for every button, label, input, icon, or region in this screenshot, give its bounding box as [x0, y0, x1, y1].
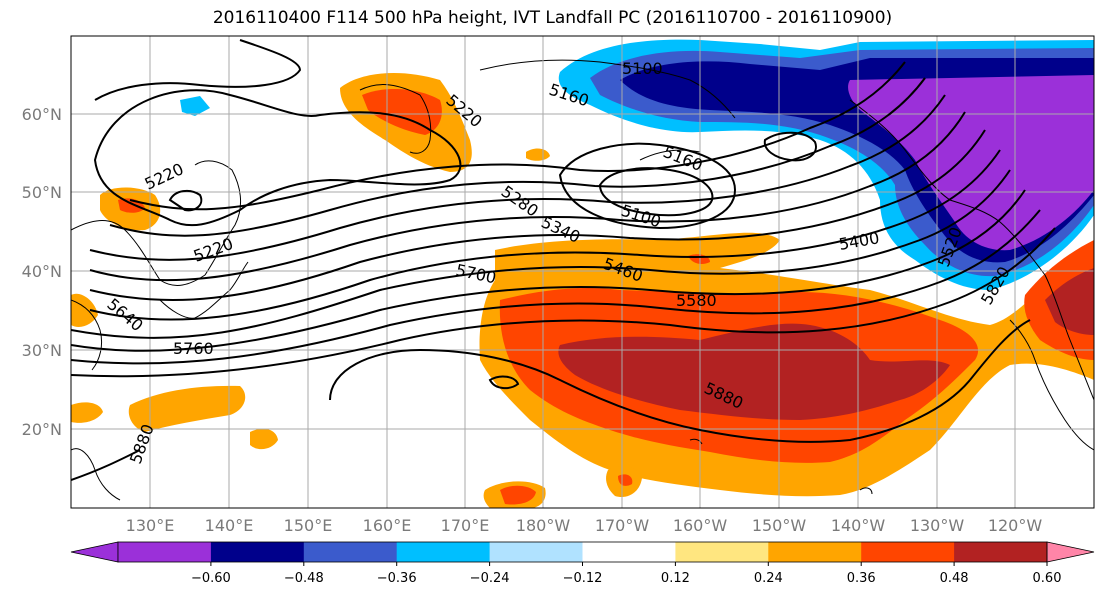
- colorbar-segment: [582, 542, 676, 562]
- lon-label: 150°W: [752, 516, 807, 535]
- colorbar-tick-label: 0.24: [754, 571, 783, 586]
- colorbar: −0.60 −0.48 −0.36 −0.24 −0.12 0.12 0.24 0.36 0.4…: [70, 541, 1095, 586]
- colorbar-tick-label: 0.36: [847, 571, 876, 586]
- colorbar-tick-label: −0.36: [377, 571, 417, 586]
- coastlines: [71, 59, 1094, 501]
- colorbar-extend-max: [1046, 541, 1095, 563]
- lat-label: 30°N: [22, 341, 62, 360]
- colorbar-tick-label: −0.48: [284, 571, 324, 586]
- map-frame: [70, 35, 1095, 509]
- colorbar-segment: [210, 542, 305, 562]
- map-title: 2016110400 F114 500 hPa height, IVT Land…: [212, 8, 893, 28]
- lon-label: 130°W: [910, 516, 965, 535]
- contour-label: 5760: [173, 339, 214, 358]
- colorbar-tick-label: −0.12: [563, 571, 603, 586]
- lat-label: 40°N: [22, 262, 62, 281]
- longitude-labels: 130°E 140°E 150°E 160°E 170°E 180°W 170°…: [126, 516, 1043, 535]
- lon-label: 120°W: [988, 516, 1043, 535]
- colorbar-segment: [489, 542, 583, 562]
- lon-label: 180°W: [516, 516, 571, 535]
- lon-label: 170°W: [595, 516, 650, 535]
- colorbar-tick-label: 0.12: [661, 571, 690, 586]
- lon-label: 170°E: [441, 516, 490, 535]
- lon-label: 150°E: [284, 516, 333, 535]
- colorbar-segment: [954, 542, 1048, 562]
- lon-label: 130°E: [126, 516, 175, 535]
- lat-label: 50°N: [22, 183, 62, 202]
- colorbar-segment: [303, 542, 398, 562]
- colorbar-segment: [396, 542, 491, 562]
- lon-label: 140°W: [831, 516, 886, 535]
- latitude-labels: 60°N 50°N 40°N 30°N 20°N: [22, 105, 62, 439]
- contour-label: 5100: [622, 59, 663, 78]
- lon-label: 140°E: [205, 516, 254, 535]
- colorbar-segment: [118, 542, 212, 562]
- colorbar-segment: [861, 542, 955, 562]
- colorbar-tick-label: 0.48: [940, 571, 969, 586]
- height-contours: [71, 39, 1056, 481]
- colorbar-segment: [675, 542, 769, 562]
- lon-label: 160°W: [673, 516, 728, 535]
- contour-label: 5580: [676, 291, 717, 310]
- ivt-negative-shading: [180, 39, 1094, 290]
- lon-label: 160°E: [363, 516, 412, 535]
- lat-label: 20°N: [22, 420, 62, 439]
- colorbar-tick-label: 0.60: [1033, 571, 1062, 586]
- colorbar-segment: [768, 542, 862, 562]
- colorbar-tick-label: −0.60: [191, 571, 231, 586]
- lat-label: 60°N: [22, 105, 62, 124]
- colorbar-tick-label: −0.24: [470, 571, 510, 586]
- ivt-positive-shading: [71, 73, 1094, 508]
- colorbar-extend-min: [70, 541, 119, 563]
